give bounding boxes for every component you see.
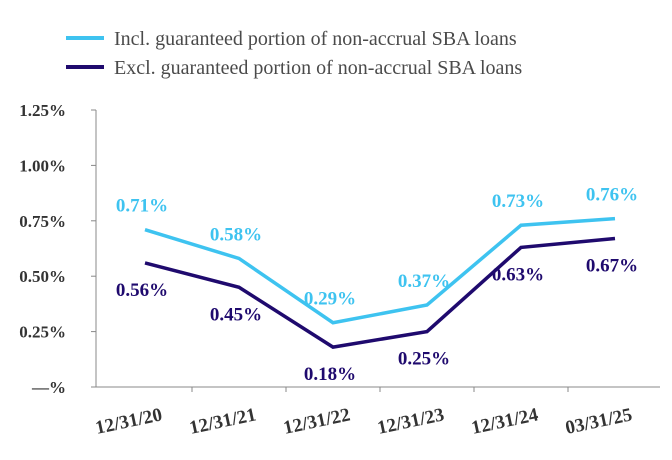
x-tick-label: 12/31/24: [470, 404, 541, 439]
data-labels: 0.71% 0.58% 0.29% 0.37% 0.73% 0.76% 0.56% 0.45%…: [116, 185, 638, 386]
x-tick-label: 12/31/22: [282, 404, 352, 439]
axes: —% 0.25% 0.50% 0.75% 1.00% 1.25% 12/31/20 12/31…: [19, 101, 660, 439]
y-tick-label: 0.50%: [19, 267, 66, 286]
y-tick-label: 0.75%: [19, 212, 66, 231]
y-tick-label: 1.25%: [19, 101, 66, 120]
x-tick-label: 03/31/25: [564, 404, 634, 439]
data-label: 0.73%: [492, 191, 544, 212]
data-label: 0.58%: [210, 224, 262, 245]
data-label: 0.18%: [304, 364, 356, 385]
data-label: 0.63%: [492, 264, 544, 285]
data-label: 0.71%: [116, 196, 168, 217]
legend-label-2: Excl. guaranteed portion of non-accrual …: [114, 57, 522, 79]
data-label: 0.76%: [586, 185, 638, 206]
y-tick-label: 1.00%: [19, 156, 66, 175]
x-tick-label: 12/31/23: [376, 404, 446, 439]
series-line-2: [144, 236, 616, 349]
series-lines: [144, 216, 616, 349]
y-tick-label: —%: [31, 378, 66, 397]
data-label: 0.56%: [116, 280, 168, 301]
data-label: 0.67%: [586, 256, 638, 277]
series-line-1: [144, 216, 616, 325]
data-label: 0.25%: [398, 349, 450, 370]
x-tick-label: 12/31/20: [94, 404, 164, 439]
x-tick-label: 12/31/21: [188, 404, 258, 439]
legend-label-1: Incl. guaranteed portion of non-accrual …: [114, 28, 517, 50]
legend: Incl. guaranteed portion of non-accrual …: [66, 28, 522, 79]
data-label: 0.45%: [210, 304, 262, 325]
y-tick-label: 0.25%: [19, 323, 66, 342]
data-label: 0.37%: [398, 271, 450, 292]
data-label: 0.29%: [304, 289, 356, 310]
